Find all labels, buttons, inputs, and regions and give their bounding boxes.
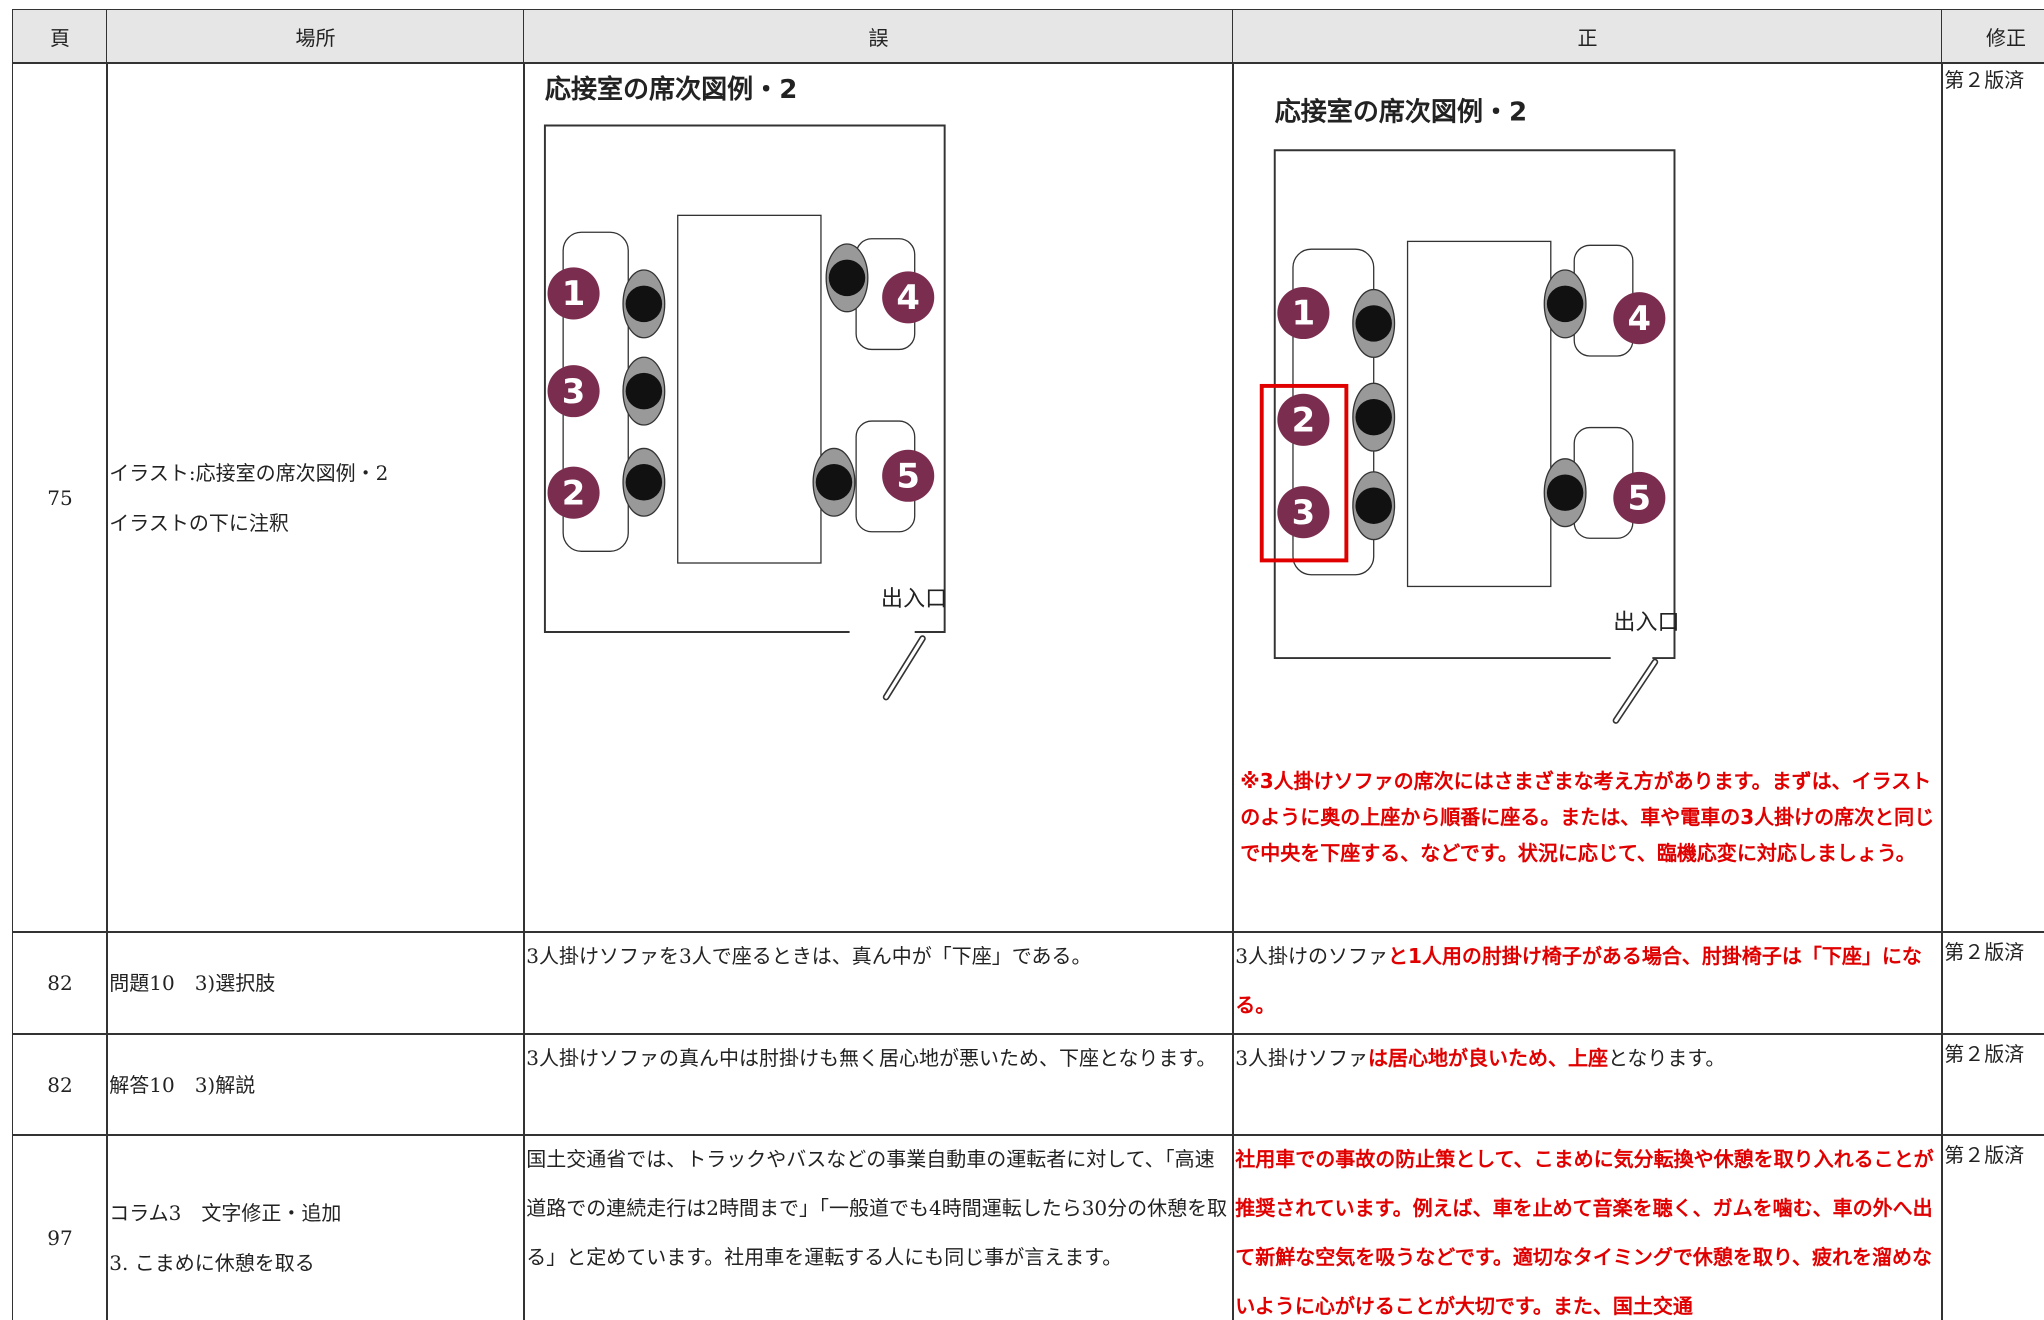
person-head	[1355, 305, 1393, 342]
page-cell: 82	[12, 931, 108, 1035]
correction-note: ※3人掛けソファの席次にはさまざまな考え方があります。まずは、イラストのように奥…	[1240, 769, 1935, 866]
correct-cell: 3人掛けソファは居心地が良いため、上座となります。	[1232, 1033, 1943, 1136]
correct-text: は居心地が良いため、上座	[1367, 1046, 1608, 1071]
correct-text: と1人用の肘掛け椅子がある場合、肘掛椅子は「下座」になる。	[1235, 944, 1922, 1018]
location-text: 解答10 3)解説	[109, 1072, 256, 1097]
location-cell: 解答10 3)解説	[106, 1033, 525, 1136]
seat-badge	[882, 449, 935, 503]
correct-cell: 3人掛けのソファと1人用の肘掛け椅子がある場合、肘掛椅子は「下座」になる。	[1232, 931, 1943, 1035]
table	[1407, 240, 1552, 588]
seat-number: 5	[1628, 479, 1652, 518]
seat-number: 2	[1292, 401, 1316, 440]
header-cell: 誤	[523, 9, 1234, 64]
correct-text: 3人掛けのソファ	[1235, 944, 1388, 969]
header-cell: 修正	[1941, 9, 2044, 64]
person-head	[1547, 285, 1584, 323]
seat-number: 1	[1292, 294, 1316, 333]
page-number: 75	[47, 485, 73, 510]
header-text: 場所	[295, 26, 336, 50]
fix-status: 第２版済	[1944, 1143, 2025, 1168]
wrong-text: 国土交通省では、トラックやバスなどの事業自動車の運転者に対して、「高速道路での連…	[526, 1147, 1228, 1270]
location-text: イラスト:応接室の席次図例・2	[109, 460, 389, 485]
person-head	[1355, 487, 1393, 525]
header-cell: 場所	[106, 9, 525, 64]
wrong-text: 3人掛けソファの真ん中は肘掛けも無く居心地が悪いため、下座となります。	[526, 1046, 1217, 1071]
fix-cell: 第２版済	[1941, 931, 2044, 1035]
room-wall	[1274, 149, 1676, 660]
room-wall	[544, 124, 946, 634]
seat-badge	[1277, 393, 1330, 447]
correct-cell: 応接室の席次図例・2 1 2 3 4 5 出入口 ※3人掛けソファの席次にはさまざまな考え方が…	[1232, 62, 1943, 933]
location-text: 3. こまめに休憩を取る	[109, 1250, 315, 1275]
seat-number: 3	[562, 372, 586, 411]
page-cell: 82	[12, 1033, 108, 1136]
person-head	[1355, 399, 1393, 436]
seat-number: 2	[562, 474, 586, 513]
page-number: 97	[47, 1225, 73, 1250]
seat-badge	[547, 267, 600, 320]
location-cell: イラスト:応接室の席次図例・2 イラストの下に注釈	[106, 62, 525, 933]
seat-number: 4	[897, 278, 921, 317]
person-head	[1547, 474, 1584, 512]
seat-badge	[1277, 486, 1330, 539]
correct-text: 社用車での事故の防止策として、こまめに気分転換や休憩を取り入れることが推奨されて…	[1235, 1147, 1934, 1319]
correct-cell: 社用車での事故の防止策として、こまめに気分転換や休憩を取り入れることが推奨されて…	[1232, 1134, 1943, 1320]
door-label: 出入口	[1614, 610, 1680, 636]
door-inner	[884, 637, 925, 699]
fix-cell: 第２版済	[1941, 62, 2044, 933]
person-head	[625, 373, 663, 410]
seat-badge	[547, 466, 600, 519]
header-text: 正	[1577, 26, 1598, 50]
figure-title: 応接室の席次図例・2	[545, 74, 797, 105]
seating-figure: 応接室の席次図例・2 1 3 2 4 5 出入口	[544, 74, 947, 701]
page-cell: 75	[12, 62, 108, 933]
person-head	[829, 259, 866, 297]
correct-text: となります。	[1607, 1046, 1726, 1071]
page-number: 82	[47, 1072, 73, 1097]
fix-cell: 第２版済	[1941, 1134, 2044, 1320]
seat-number: 3	[1292, 493, 1316, 532]
fix-cell: 第２版済	[1941, 1033, 2044, 1136]
door-label: 出入口	[881, 586, 947, 612]
seat-number: 4	[1628, 299, 1652, 338]
location-cell: 問題10 3)選択肢	[106, 931, 525, 1035]
header-text: 頁	[50, 26, 70, 50]
seat-number: 5	[897, 457, 921, 496]
seat-badge	[882, 271, 935, 324]
figure-title: 応接室の席次図例・2	[1275, 97, 1527, 128]
door-inner	[1614, 660, 1657, 723]
person-head	[625, 285, 663, 323]
person-head	[625, 464, 663, 501]
fix-status: 第２版済	[1944, 1042, 2025, 1067]
wrong-cell: 国土交通省では、トラックやバスなどの事業自動車の運転者に対して、「高速道路での連…	[523, 1134, 1234, 1320]
wrong-cell: 3人掛けソファを3人で座るときは、真ん中が「下座」である。	[523, 931, 1234, 1035]
seat-badge	[1613, 292, 1666, 345]
wrong-cell: 3人掛けソファの真ん中は肘掛けも無く居心地が悪いため、下座となります。	[523, 1033, 1234, 1136]
highlight-box	[1260, 384, 1349, 563]
correct-text: 3人掛けソファ	[1235, 1046, 1368, 1071]
location-cell: コラム3 文字修正・追加 3. こまめに休憩を取る	[106, 1134, 525, 1320]
header-text: 修正	[1986, 26, 2026, 50]
page-cell: 97	[12, 1134, 108, 1320]
header-cell: 正	[1232, 9, 1943, 64]
seat-badge	[547, 365, 600, 418]
page-number: 82	[47, 971, 73, 995]
seat-number: 1	[562, 274, 586, 313]
seating-figure: 応接室の席次図例・2 1 2 3 4 5 出入口	[1260, 97, 1680, 725]
fix-status: 第２版済	[1944, 68, 2025, 93]
wrong-text: 3人掛けソファを3人で座るときは、真ん中が「下座」である。	[526, 944, 1092, 969]
location-text: 問題10 3)選択肢	[109, 971, 276, 995]
wrong-cell: 応接室の席次図例・2 1 3 2 4 5 出入口	[523, 62, 1234, 933]
person-head	[815, 464, 853, 501]
table	[677, 214, 822, 564]
seat-badge	[1277, 287, 1330, 340]
header-text: 誤	[868, 26, 889, 50]
fix-status: 第２版済	[1944, 940, 2025, 965]
header-cell: 頁	[12, 9, 108, 64]
location-text: イラストの下に注釈	[109, 510, 289, 535]
seat-badge	[1613, 472, 1666, 525]
location-text: コラム3 文字修正・追加	[109, 1200, 342, 1225]
